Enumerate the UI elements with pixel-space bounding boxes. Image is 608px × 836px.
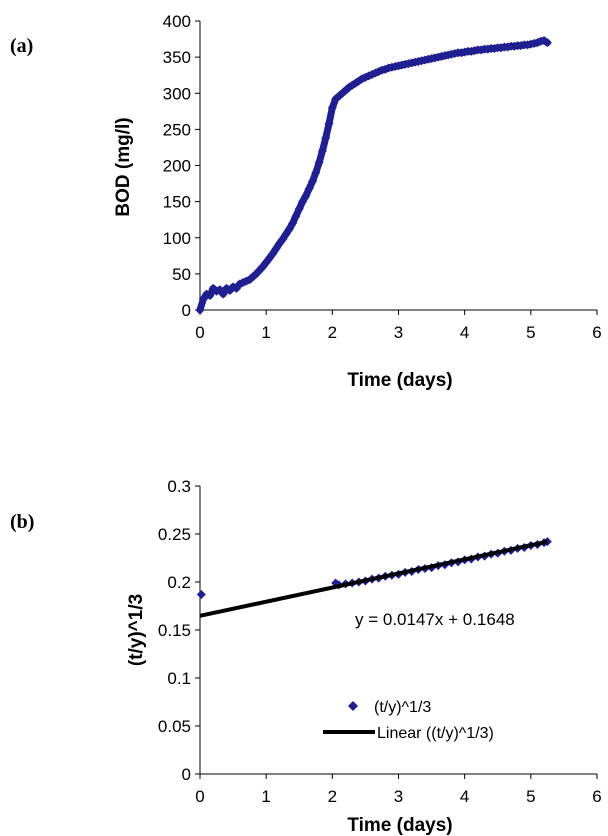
data-point: [324, 119, 334, 129]
data-point: [288, 218, 298, 228]
data-point: [195, 305, 205, 315]
data-point: [264, 253, 274, 263]
y-tick-label: 0: [182, 765, 191, 784]
y-axis-title-a: BOD (mg/l): [113, 117, 134, 216]
legend-label-points: (t/y)^1/3: [374, 699, 431, 716]
data-point: [314, 158, 324, 168]
y-tick-label: 150: [163, 193, 191, 212]
x-tick-label: 3: [394, 323, 403, 342]
data-point: [291, 211, 301, 221]
data-point: [301, 191, 311, 201]
data-point: [321, 133, 331, 143]
x-tick-label: 3: [394, 787, 403, 806]
y-tick-label: 200: [163, 157, 191, 176]
x-tick-label: 6: [592, 787, 601, 806]
y-tick-label: 250: [163, 120, 191, 139]
x-tick-label: 4: [460, 787, 469, 806]
chart-a: (a) 0 50 100 150 200 250 300 350 400 0 1 2 3 4 5 6 Tim…: [10, 12, 602, 391]
y-tick-label: 0: [182, 301, 191, 320]
y-tick-label: 0.05: [158, 717, 191, 736]
data-ribbon: [196, 37, 551, 314]
x-tick-label: 1: [261, 787, 270, 806]
x-tick-label: 6: [592, 323, 601, 342]
legend-label-linear: Linear ((t/y)^1/3): [377, 725, 494, 742]
data-point: [298, 197, 308, 207]
y-tick-label: 0.3: [167, 477, 191, 496]
x-tick-label: 2: [328, 787, 337, 806]
x-tick-label: 2: [328, 323, 337, 342]
panel-label-b: (b): [10, 511, 34, 533]
data-point: [196, 589, 206, 599]
data-point: [542, 38, 552, 48]
legend-b: (t/y)^1/3 Linear ((t/y)^1/3): [323, 699, 494, 742]
x-tick-label: 0: [195, 323, 204, 342]
x-tick-label: 0: [195, 787, 204, 806]
y-axis-title-b: (t/y)^1/3: [126, 594, 147, 666]
plot-area-b: [195, 485, 598, 779]
data-point: [205, 291, 215, 301]
x-axis-title-a: Time (days): [347, 370, 452, 391]
trend-line: [199, 539, 548, 618]
x-tick-label: 4: [460, 323, 469, 342]
y-tick-label: 0.25: [158, 525, 191, 544]
x-tick-labels-b: 0 1 2 3 4 5 6: [195, 787, 601, 806]
panel-label-a: (a): [10, 35, 33, 57]
data-point: [294, 204, 304, 214]
data-point: [218, 289, 228, 299]
y-tick-label: 0.2: [167, 573, 191, 592]
y-tick-label: 350: [163, 48, 191, 67]
x-tick-labels-a: 0 1 2 3 4 5 6: [195, 323, 601, 342]
x-tick-label: 1: [261, 323, 270, 342]
legend-marker-points: [348, 701, 358, 711]
x-tick-label: 5: [526, 323, 535, 342]
chart-b: (b) 0 0.05 0.1 0.15 0.2 0.25 0.3 0 1 2 3 4 5 6 Time …: [10, 477, 602, 836]
data-point: [327, 103, 337, 113]
data-point: [284, 224, 294, 234]
y-tick-label: 0.15: [158, 621, 191, 640]
plot-area-a: [195, 20, 598, 315]
y-tick-labels-b: 0 0.05 0.1 0.15 0.2 0.25 0.3: [158, 477, 191, 784]
y-tick-label: 50: [172, 265, 191, 284]
y-tick-label: 0.1: [167, 669, 191, 688]
y-tick-label: 300: [163, 84, 191, 103]
x-axis-title-b: Time (days): [347, 815, 452, 836]
data-point: [307, 176, 317, 186]
y-tick-label: 400: [163, 12, 191, 31]
x-tick-label: 5: [526, 787, 535, 806]
data-point: [317, 146, 327, 156]
data-point: [304, 184, 314, 194]
data-point: [311, 168, 321, 178]
y-tick-label: 100: [163, 229, 191, 248]
regression-equation: y = 0.0147x + 0.1648: [355, 610, 515, 629]
y-tick-labels-a: 0 50 100 150 200 250 300 350 400: [163, 12, 191, 320]
